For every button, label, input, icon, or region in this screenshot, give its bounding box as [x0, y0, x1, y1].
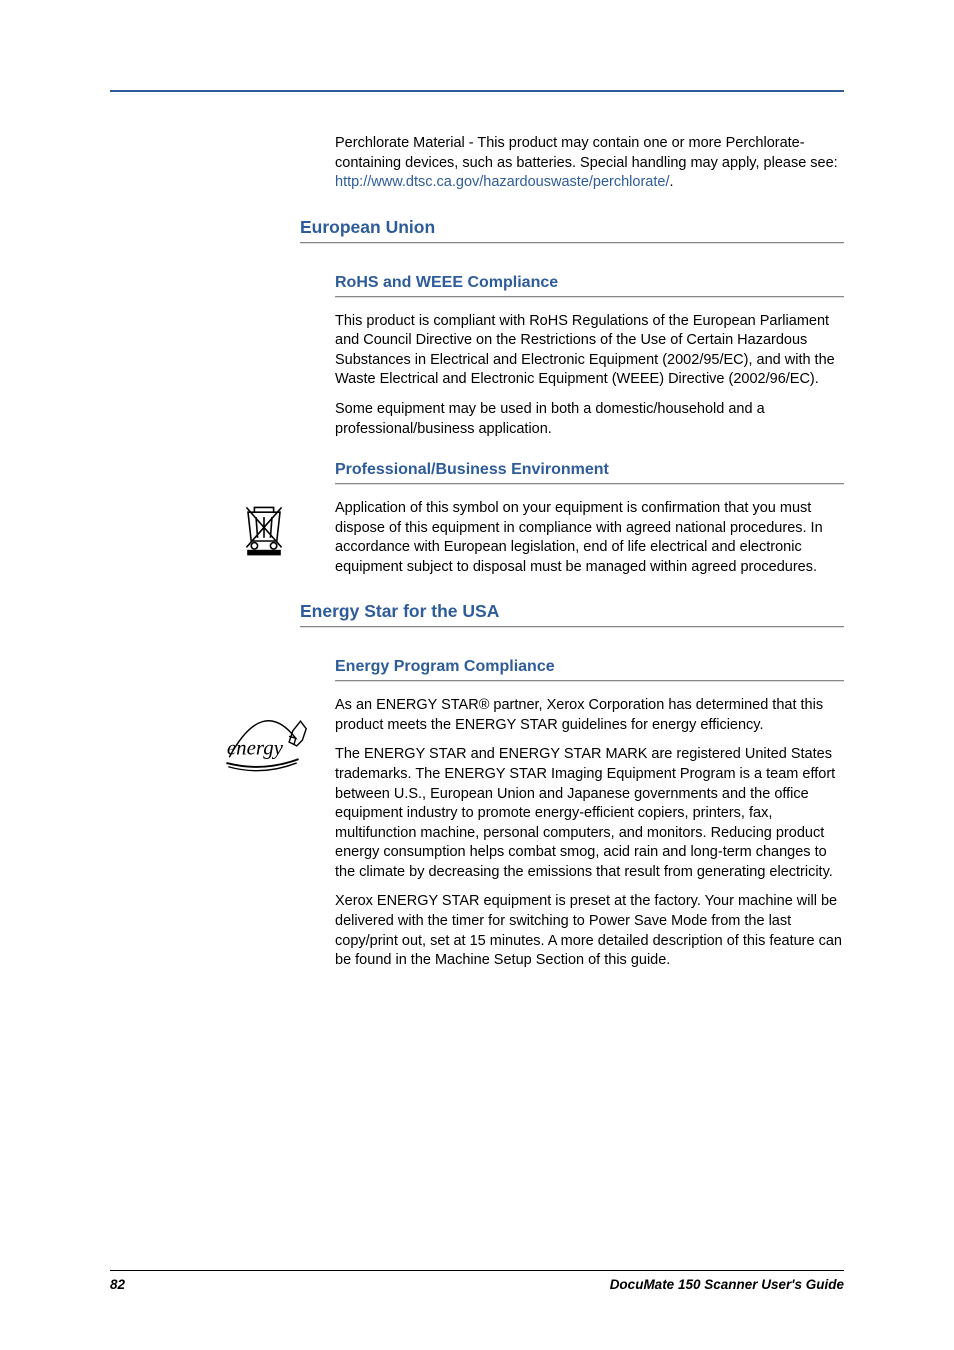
- weee-bin-icon: [240, 501, 315, 562]
- section-heading-energy: Energy Star for the USA: [300, 601, 844, 628]
- section-heading-energy-text: Energy Star for the USA: [300, 601, 844, 626]
- perchlorate-link[interactable]: http://www.dtsc.ca.gov/hazardouswaste/pe…: [335, 174, 669, 190]
- footer-page-number: 82: [110, 1277, 125, 1292]
- section-heading-eu-text: European Union: [300, 217, 844, 242]
- svg-text:energy: energy: [227, 736, 284, 760]
- prof-p1: Application of this symbol on your equip…: [335, 499, 844, 577]
- subheading-rohs-text: RoHS and WEEE Compliance: [335, 274, 844, 296]
- program-p3: Xerox ENERGY STAR equipment is preset at…: [335, 892, 844, 970]
- footer: 82 DocuMate 150 Scanner User's Guide: [110, 1270, 844, 1292]
- perchlorate-paragraph: Perchlorate Material - This product may …: [335, 134, 844, 193]
- subheading-program: Energy Program Compliance: [335, 658, 844, 682]
- rohs-p2: Some equipment may be used in both a dom…: [335, 400, 844, 439]
- subheading-program-text: Energy Program Compliance: [335, 658, 844, 680]
- subheading-prof: Professional/Business Environment: [335, 461, 844, 485]
- program-p1: As an ENERGY STAR® partner, Xerox Corpor…: [335, 696, 844, 735]
- subheading-rohs: RoHS and WEEE Compliance: [335, 274, 844, 298]
- subheading-prof-text: Professional/Business Environment: [335, 461, 844, 483]
- section-heading-eu: European Union: [300, 217, 844, 244]
- program-p2: The ENERGY STAR and ENERGY STAR MARK are…: [335, 745, 844, 882]
- subheading-program-rule: [335, 680, 844, 682]
- energy-star-icon: energy: [215, 700, 310, 791]
- footer-title: DocuMate 150 Scanner User's Guide: [610, 1277, 844, 1292]
- perchlorate-text-prefix: Perchlorate Material - This product may …: [335, 135, 838, 171]
- perchlorate-text-suffix: .: [669, 174, 673, 190]
- section-heading-energy-rule: [300, 626, 844, 628]
- top-rule: [110, 90, 844, 92]
- rohs-p1: This product is compliant with RoHS Regu…: [335, 312, 844, 390]
- subheading-prof-rule: [335, 483, 844, 485]
- subheading-rohs-rule: [335, 296, 844, 298]
- section-heading-eu-rule: [300, 242, 844, 244]
